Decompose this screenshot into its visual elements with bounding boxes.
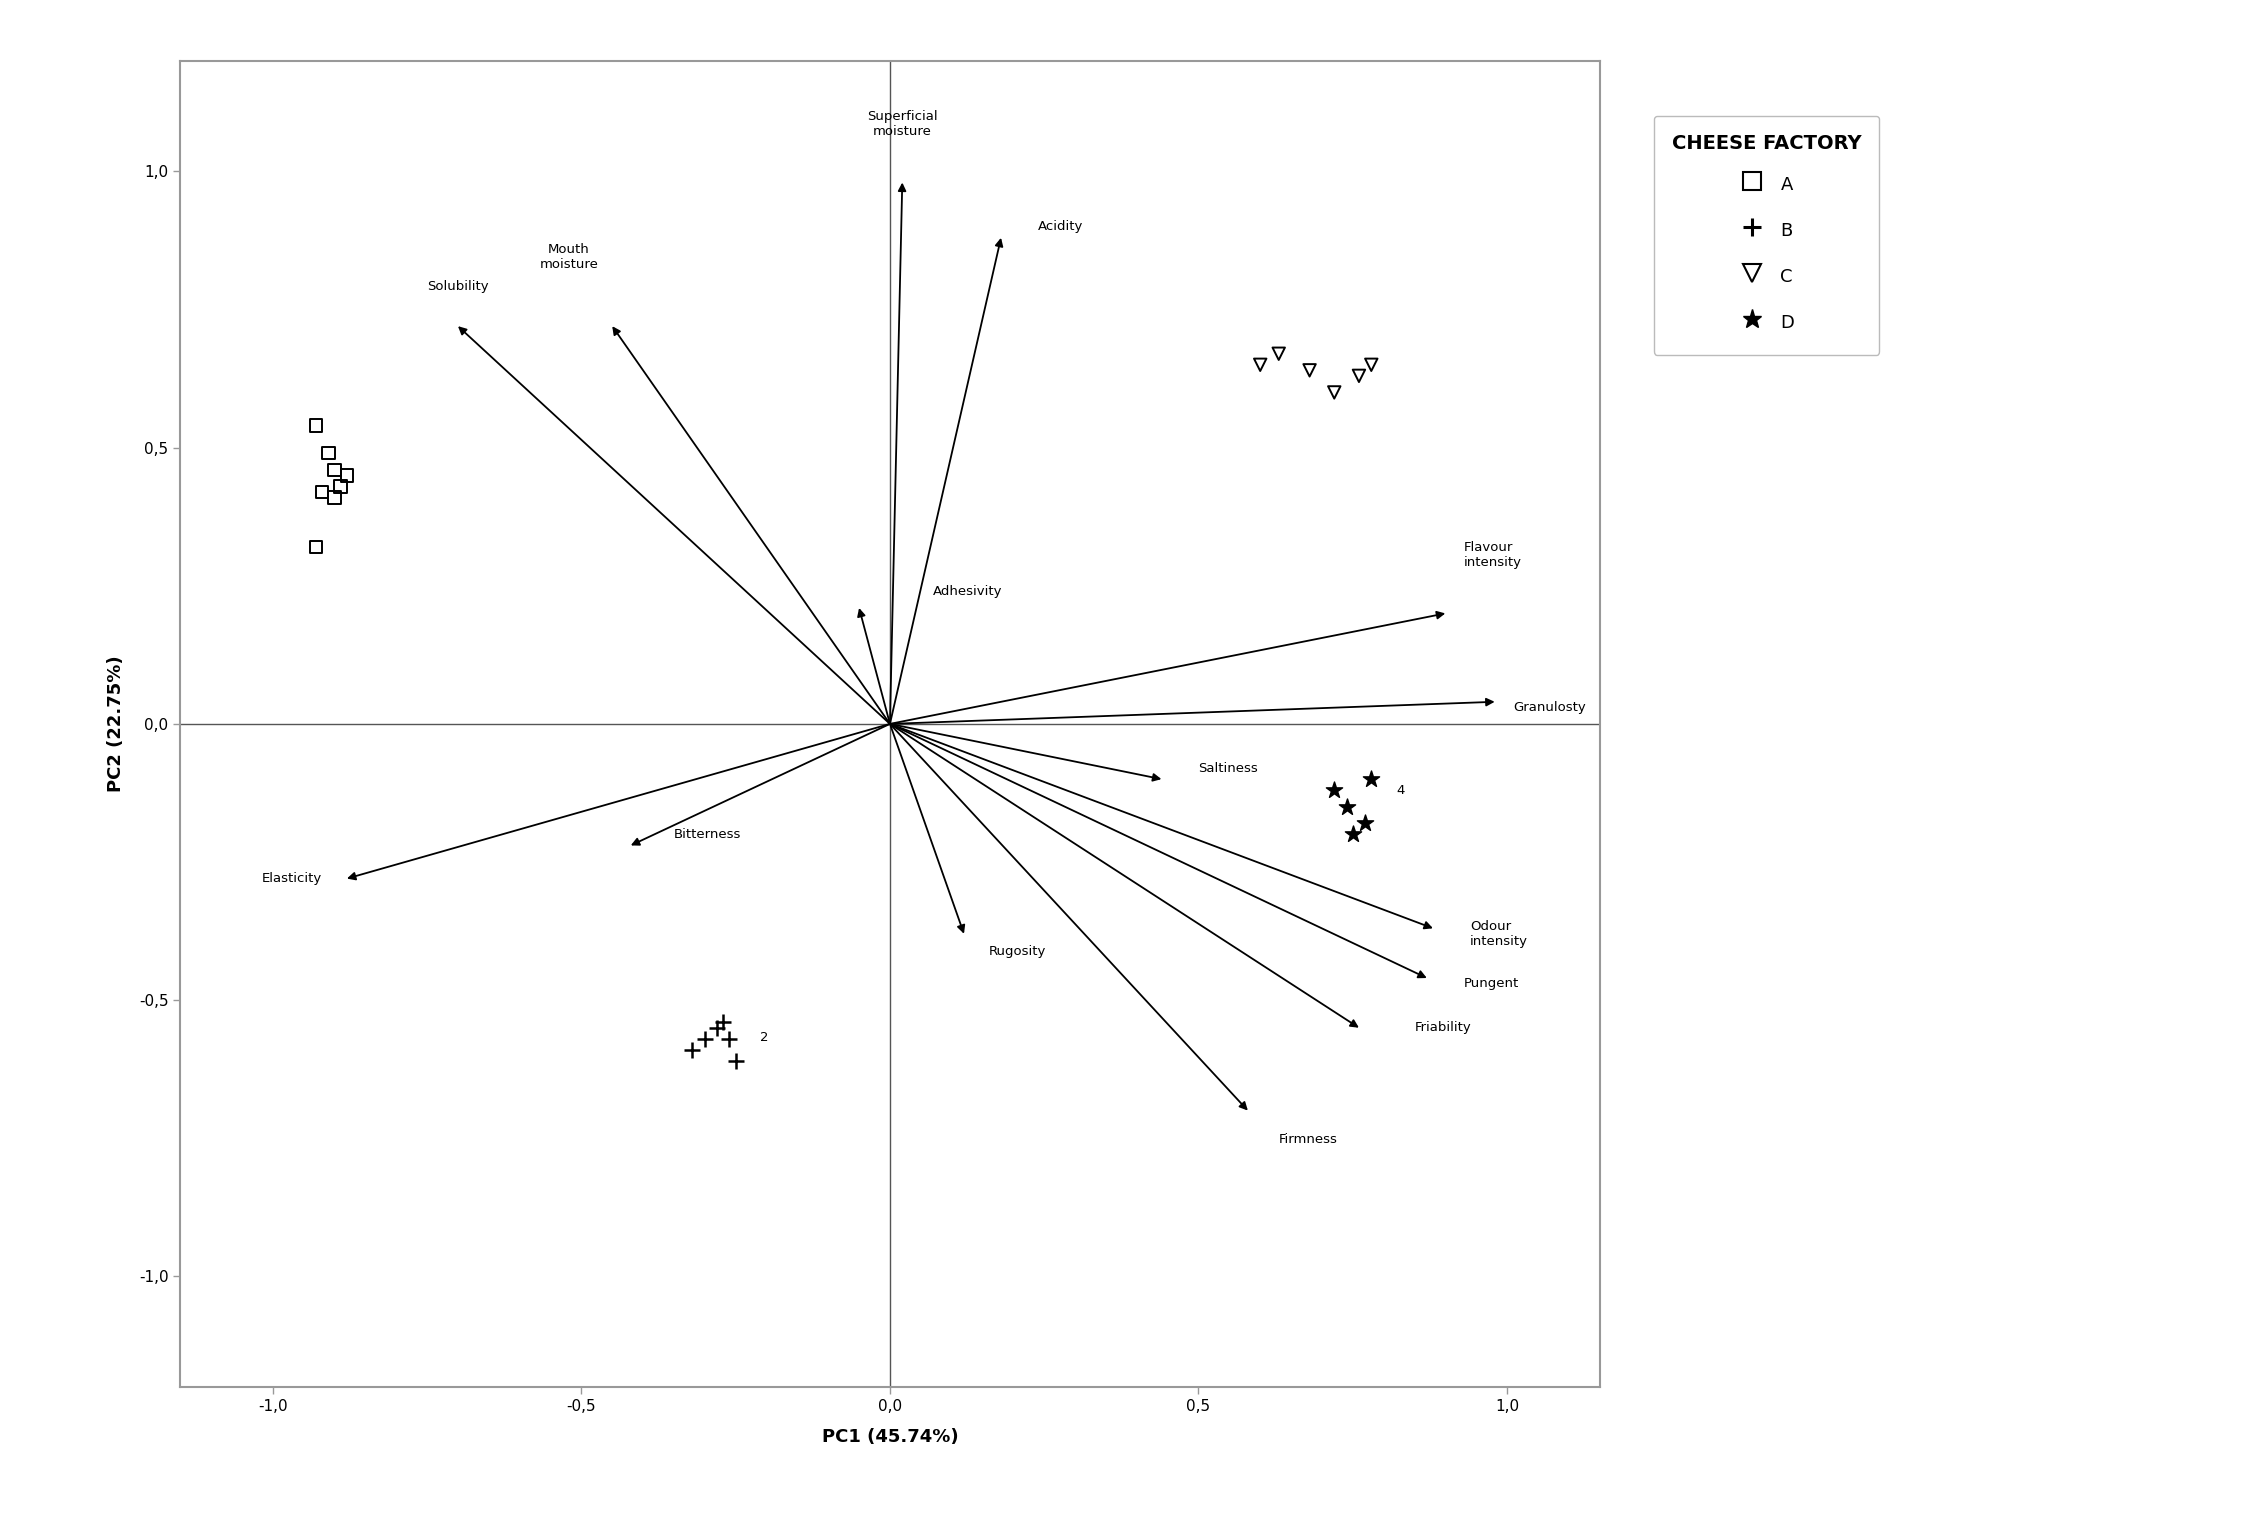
Point: [322, 474, 358, 498]
Point: [1316, 779, 1352, 803]
Text: Granulosty: Granulosty: [1514, 701, 1586, 713]
Point: [311, 440, 347, 465]
Text: Firmness: Firmness: [1280, 1132, 1338, 1146]
Point: [1329, 794, 1365, 818]
Point: [719, 1049, 755, 1073]
Point: [329, 463, 365, 488]
Text: Rugosity: Rugosity: [989, 945, 1045, 959]
Point: [1316, 381, 1352, 405]
Point: [698, 1015, 734, 1039]
Point: [304, 480, 340, 504]
Point: [1347, 811, 1383, 835]
Point: [1241, 352, 1277, 376]
Text: Mouth
moisture: Mouth moisture: [538, 242, 599, 271]
Point: [297, 413, 333, 437]
Point: [1334, 823, 1370, 847]
Point: [1341, 364, 1377, 389]
Text: 2: 2: [759, 1032, 768, 1044]
Text: Solubility: Solubility: [428, 280, 489, 293]
X-axis label: PC1 (45.74%): PC1 (45.74%): [822, 1428, 958, 1446]
Y-axis label: PC2 (22.75%): PC2 (22.75%): [106, 655, 124, 792]
Point: [1291, 358, 1327, 383]
Point: [674, 1038, 710, 1062]
Point: [705, 1010, 741, 1035]
Text: Superficial
moisture: Superficial moisture: [867, 110, 937, 139]
Text: Friability: Friability: [1415, 1021, 1471, 1035]
Text: Acidity: Acidity: [1039, 219, 1084, 233]
Point: [1354, 767, 1390, 791]
Point: [315, 457, 351, 482]
Point: [297, 535, 333, 559]
Text: Adhesivity: Adhesivity: [933, 585, 1003, 597]
Text: Saltiness: Saltiness: [1199, 762, 1257, 774]
Text: Flavour
intensity: Flavour intensity: [1464, 541, 1521, 570]
Legend: A, B, C, D: A, B, C, D: [1654, 116, 1879, 355]
Text: Elasticity: Elasticity: [261, 872, 322, 885]
Point: [712, 1027, 748, 1052]
Text: 4: 4: [1397, 783, 1404, 797]
Text: Pungent: Pungent: [1464, 977, 1519, 991]
Text: Odour
intensity: Odour intensity: [1469, 920, 1528, 948]
Point: [1262, 341, 1298, 366]
Text: Bitterness: Bitterness: [674, 828, 741, 841]
Point: [315, 485, 351, 509]
Point: [1354, 352, 1390, 376]
Point: [687, 1027, 723, 1052]
